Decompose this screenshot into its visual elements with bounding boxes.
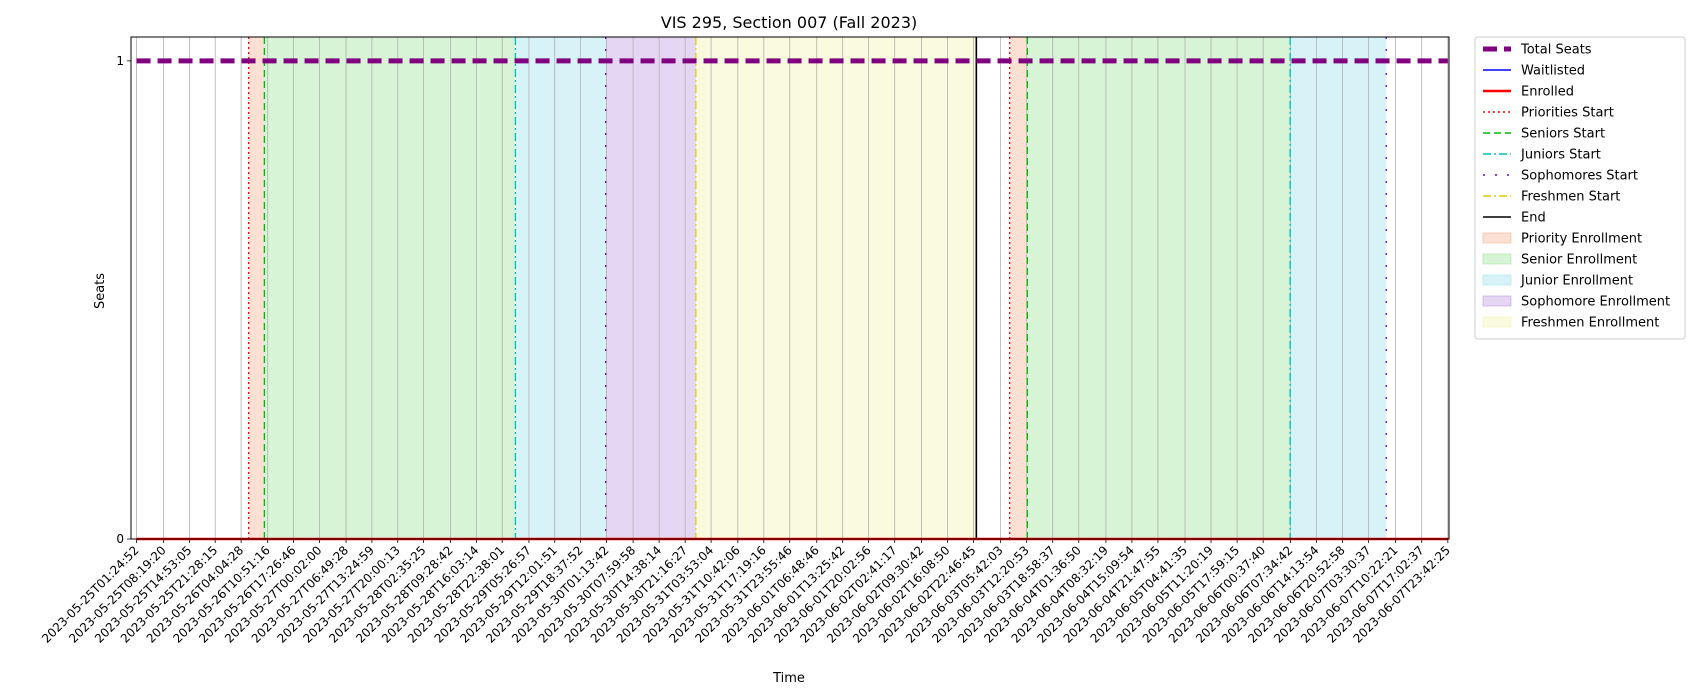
legend-marker [1482, 295, 1512, 307]
legend: Total Seats Waitlisted Enrolled Priorities … [1474, 36, 1686, 340]
span-0-0 [248, 37, 265, 539]
span-4-0 [695, 37, 977, 539]
span-3-0 [605, 37, 696, 539]
legend-label: Enrolled [1521, 85, 1574, 100]
legend-label: End [1521, 211, 1546, 226]
span-1-1 [1027, 37, 1291, 539]
chart-title: VIS 295, Section 007 (Fall 2023) [661, 13, 918, 32]
legend-label: Priorities Start [1521, 106, 1614, 121]
legend-box [1474, 36, 1686, 340]
legend-label: Freshmen Enrollment [1521, 316, 1659, 331]
legend-marker [1482, 253, 1512, 265]
legend-marker [1482, 232, 1512, 244]
plot-area: 2023-05-25T01:24:522023-05-25T08:19:2020… [39, 36, 1453, 646]
legend-marker [1482, 316, 1512, 328]
plot-frame [130, 36, 1450, 540]
legend-label: Waitlisted [1521, 64, 1585, 79]
y-axis-label: Seats [93, 273, 108, 309]
legend-label: Priority Enrollment [1521, 232, 1642, 247]
legend-label: Seniors Start [1521, 127, 1605, 142]
y-tick-label: 1 [116, 54, 124, 68]
span-1-0 [264, 37, 516, 539]
legend-marker [1482, 274, 1512, 286]
legend-label: Juniors Start [1520, 148, 1601, 163]
span-2-0 [515, 37, 606, 539]
legend-label: Junior Enrollment [1520, 274, 1633, 289]
span-2-1 [1290, 37, 1387, 539]
x-axis-label: Time [772, 671, 805, 686]
y-tick-label: 0 [116, 532, 124, 546]
legend-label: Freshmen Start [1521, 190, 1620, 205]
legend-label: Sophomores Start [1521, 169, 1638, 184]
span-0-1 [1009, 37, 1028, 539]
legend-label: Senior Enrollment [1521, 253, 1637, 268]
legend-label: Total Seats [1520, 43, 1592, 58]
legend-label: Sophomore Enrollment [1521, 295, 1670, 310]
